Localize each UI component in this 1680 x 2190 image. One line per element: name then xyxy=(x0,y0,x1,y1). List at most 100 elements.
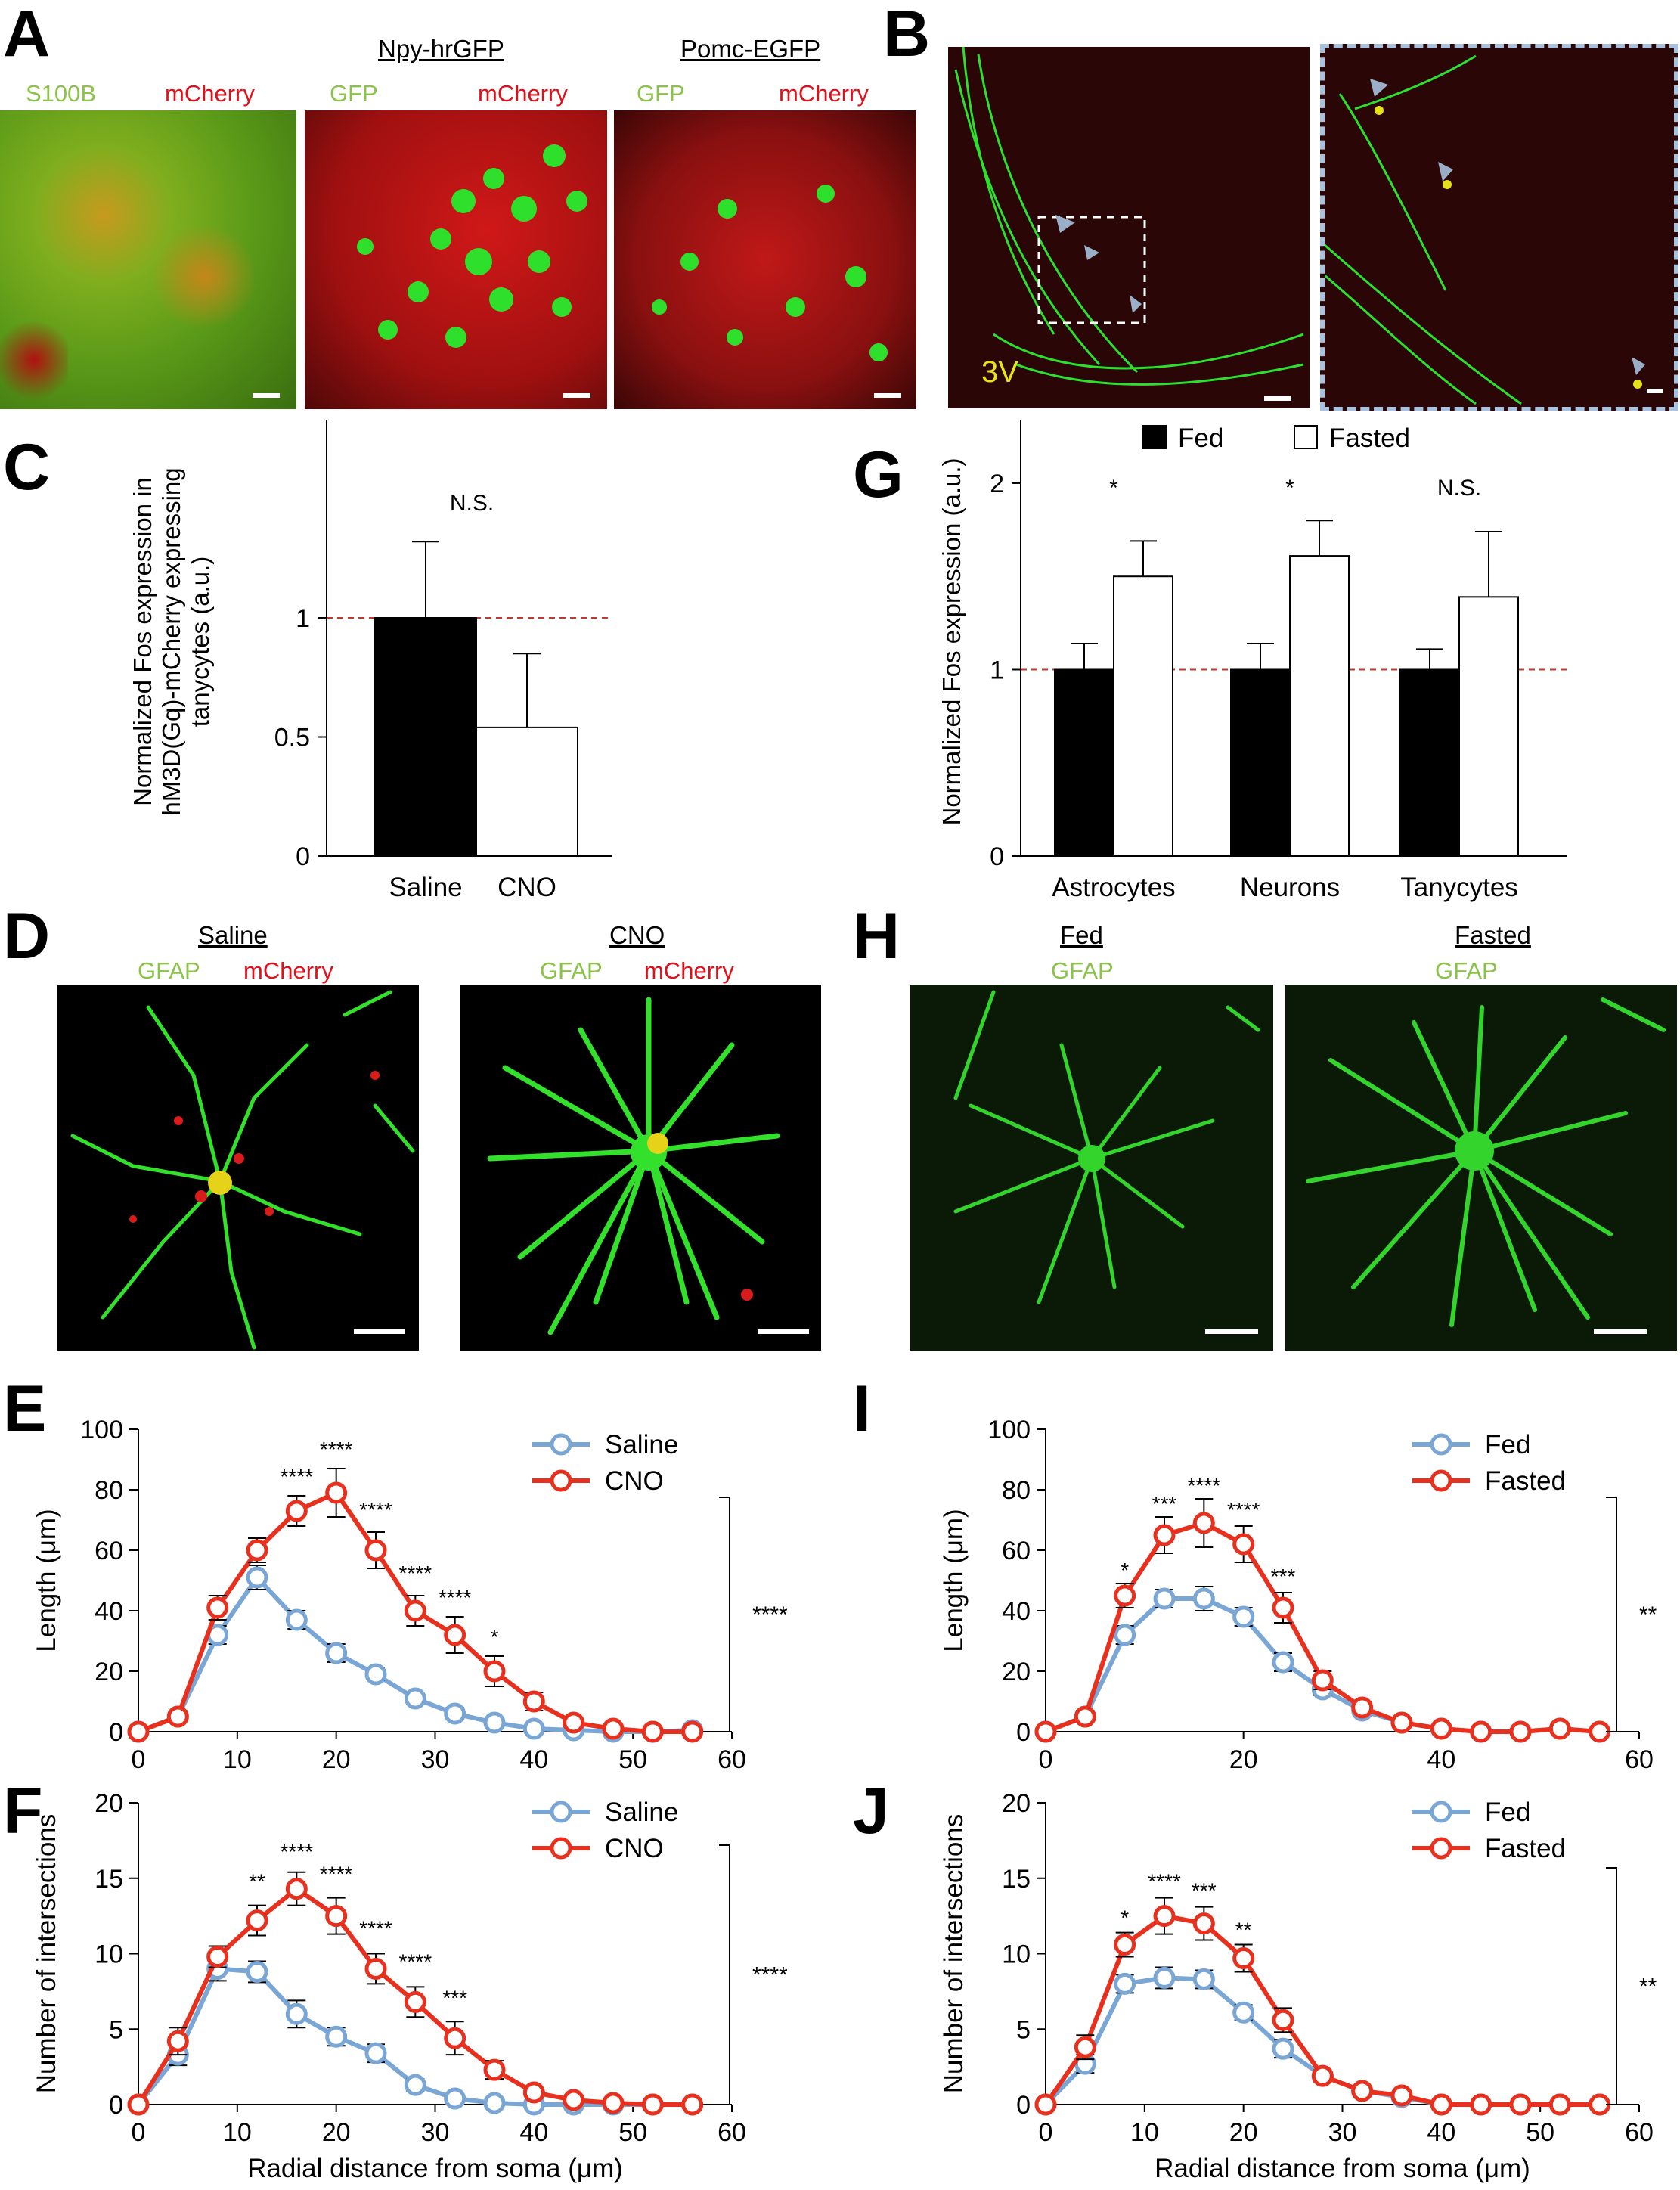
micrograph-h-fed xyxy=(910,985,1273,1351)
chart-c: 0 0.5 1 Normalized Fos expression in hM3D(Gq… xyxy=(129,420,612,902)
significance-star: **** xyxy=(439,1586,472,1609)
legend-marker-saline xyxy=(550,1801,572,1823)
data-point-fasted xyxy=(1548,1717,1571,1740)
x-tick-label: 40 xyxy=(519,2118,548,2147)
data-point-saline xyxy=(364,2042,387,2064)
legend-label-cno: CNO xyxy=(605,1466,664,1496)
x-tick-label: 40 xyxy=(1427,2118,1455,2147)
data-point-fasted xyxy=(1074,2036,1096,2058)
y-tick-label: 2 xyxy=(990,470,1004,498)
bar-fed xyxy=(1230,668,1291,858)
significance-star: **** xyxy=(1227,1498,1260,1522)
data-point-fed xyxy=(1192,1968,1215,1990)
significance-star: **** xyxy=(320,1438,353,1461)
significance-star: * xyxy=(1121,1906,1129,1930)
y-tick-label: 40 xyxy=(95,1597,123,1626)
data-point-cno xyxy=(364,1957,387,1980)
bracket-significance-label: ** xyxy=(1639,1602,1657,1627)
bar-fasted xyxy=(1458,596,1519,857)
data-point-fasted xyxy=(1153,1524,1176,1546)
y-tick-label: 5 xyxy=(1016,2015,1031,2044)
data-point-fasted xyxy=(1430,2093,1452,2116)
data-point-cno xyxy=(206,1596,229,1619)
bracket-significance-label: **** xyxy=(752,1963,788,1988)
micrograph-d-cno xyxy=(460,985,821,1351)
data-point-cno xyxy=(602,2092,625,2114)
bar-saline xyxy=(374,617,477,857)
data-point-saline xyxy=(522,1717,545,1740)
y-tick-label: 80 xyxy=(95,1476,123,1505)
x-category-label: CNO xyxy=(497,873,556,902)
data-point-cno xyxy=(166,2030,189,2052)
y-tick-label: 0 xyxy=(990,842,1004,871)
panel-label-j: J xyxy=(853,1775,889,1847)
chart-f: 0 5 10 15 20 0 10 20 30 40 50 60 Radial distance fro… xyxy=(32,1792,788,2183)
data-point-fasted xyxy=(1470,2093,1492,2116)
legend-marker-fasted xyxy=(1430,1469,1452,1492)
x-tick-label: 20 xyxy=(322,1745,351,1774)
panel-a3-red-channel-label: mCherry xyxy=(779,80,869,107)
data-point-fasted xyxy=(1470,1720,1492,1743)
data-point-fasted xyxy=(1351,2080,1374,2102)
y-tick-label: 1 xyxy=(990,656,1004,684)
y-tick-label: 0 xyxy=(109,2091,123,2120)
significance-star: *** xyxy=(1192,1879,1217,1903)
data-point-fasted xyxy=(1311,1669,1334,1692)
x-tick-label: 10 xyxy=(223,1745,252,1774)
data-point-fasted xyxy=(1114,1584,1136,1607)
data-point-cno xyxy=(563,1711,585,1734)
y-axis-label: Length (μm) xyxy=(32,1509,61,1652)
micrograph-a-s100b xyxy=(0,110,296,409)
x-tick-label: 50 xyxy=(618,1745,647,1774)
data-point-saline xyxy=(444,2087,466,2110)
legend-marker-saline xyxy=(550,1433,572,1456)
panel-d1-red-channel-label: mCherry xyxy=(243,957,333,984)
data-point-fed xyxy=(1232,1605,1255,1628)
data-point-cno xyxy=(246,1539,268,1562)
data-point-cno xyxy=(444,1624,466,1646)
significance-star: **** xyxy=(359,1917,392,1940)
y-tick-label: 100 xyxy=(987,1416,1031,1444)
panel-d2-green-channel-label: GFAP xyxy=(540,957,603,984)
y-axis-label: Normalized Fos expression in xyxy=(129,477,157,806)
data-point-fasted xyxy=(1509,1720,1532,1743)
y-tick-label: 20 xyxy=(1002,1658,1031,1686)
legend-marker-fed xyxy=(1430,1801,1452,1823)
legend-label-saline: Saline xyxy=(605,1430,678,1459)
y-tick-label: 0 xyxy=(1016,2091,1031,2120)
y-tick-label: 0.5 xyxy=(274,724,310,752)
data-point-saline xyxy=(444,1702,466,1725)
panel-d-title-cno: CNO xyxy=(609,921,665,949)
chart-j: 0 5 10 15 20 0 10 20 30 40 50 60 Radial distance fro… xyxy=(939,1792,1657,2183)
legend-marker-cno xyxy=(550,1469,572,1492)
x-category-label: Neurons xyxy=(1240,873,1340,902)
y-tick-label: 80 xyxy=(1002,1476,1031,1505)
data-point-fasted xyxy=(1509,2093,1532,2116)
data-point-fasted xyxy=(1192,1912,1215,1935)
panel-d-title-saline: Saline xyxy=(198,921,268,949)
panel-a1-red-channel-label: mCherry xyxy=(165,80,255,107)
legend-label-fasted: Fasted xyxy=(1485,1834,1566,1863)
legend-marker-fasted xyxy=(1430,1837,1452,1860)
panel-d1-green-channel-label: GFAP xyxy=(138,957,200,984)
data-point-fasted xyxy=(1153,1905,1176,1928)
data-point-fasted xyxy=(1232,1946,1255,1969)
panel-label-i: I xyxy=(853,1373,871,1445)
chart-e: 0 20 40 60 80 100 0 10 20 30 40 50 60 Radial distance… xyxy=(32,1416,788,1785)
y-axis-label: Number of intersections xyxy=(32,1814,61,2094)
significance-star: *** xyxy=(1271,1565,1296,1588)
x-tick-label: 0 xyxy=(1039,2118,1053,2147)
legend-label-saline: Saline xyxy=(605,1798,678,1827)
x-tick-label: 60 xyxy=(718,2118,746,2147)
data-point-fed xyxy=(1153,1587,1176,1610)
data-point-fasted xyxy=(1034,1720,1057,1743)
data-point-saline xyxy=(325,2025,348,2048)
y-tick-label: 15 xyxy=(95,1865,123,1894)
data-point-fed xyxy=(1272,2037,1294,2060)
y-tick-label: 40 xyxy=(1002,1597,1031,1626)
panel-a3-green-channel-label: GFP xyxy=(637,80,685,107)
panel-label-f: F xyxy=(3,1775,43,1847)
bar-fed xyxy=(1054,668,1114,858)
data-point-cno xyxy=(522,1690,545,1713)
panel-label-b: B xyxy=(883,0,931,70)
